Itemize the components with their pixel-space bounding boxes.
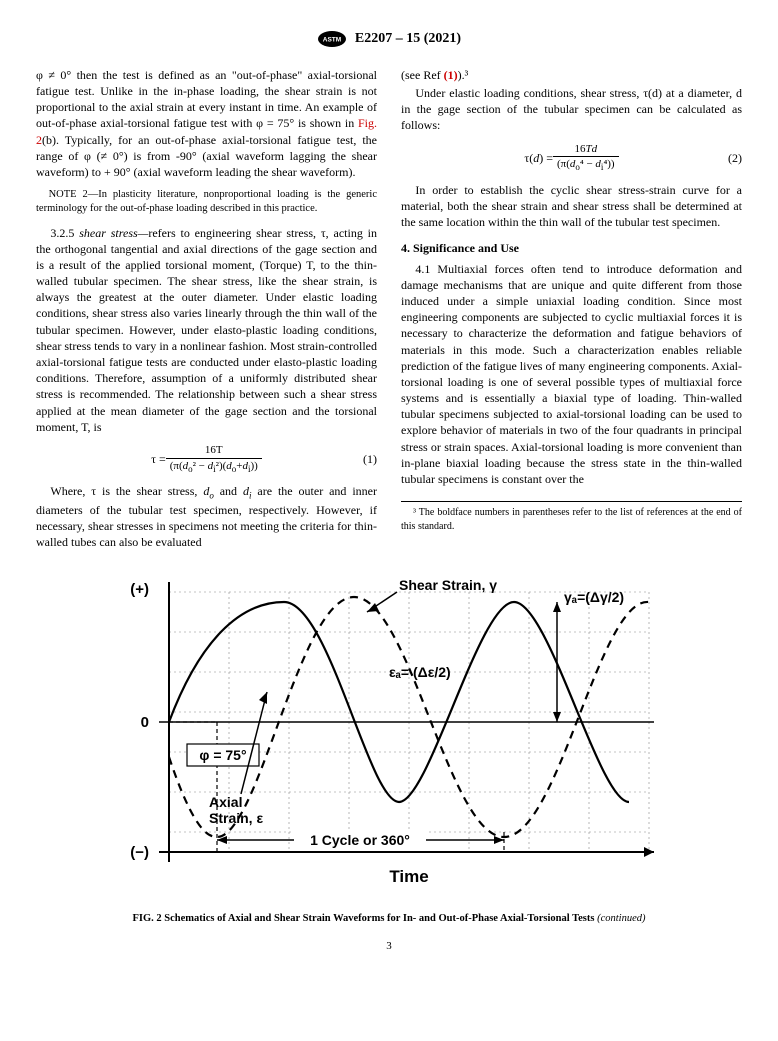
axis-minus: (−) <box>130 844 149 861</box>
eq-denominator: (π(do⁴ − di⁴)) <box>553 157 619 173</box>
ref-1-link[interactable]: (1) <box>444 68 458 82</box>
eq-number: (2) <box>728 150 742 166</box>
text-span: (see Ref <box>401 68 444 82</box>
two-column-body: φ ≠ 0° then the test is defined as an "o… <box>36 67 742 552</box>
eq-number: (1) <box>363 451 377 467</box>
cycle-label: 1 Cycle or 360° <box>310 832 410 848</box>
figure-2: (+) 0 (−) Shear Strain, γ γₐ=(Δγ/2) εₐ= … <box>36 572 742 926</box>
shear-strain-label: Shear Strain, γ <box>399 577 497 593</box>
paragraph-elastic: Under elastic loading conditions, shear … <box>401 85 742 134</box>
gamma-a-label: γₐ=(Δγ/2) <box>564 589 624 605</box>
svg-text:ASTM: ASTM <box>323 37 341 44</box>
eq-denominator: (π(do² − di²)(do+di)) <box>166 459 262 475</box>
equation-1: τ = 16T (π(do² − di²)(do+di)) (1) <box>36 443 377 475</box>
caption-continued: (continued) <box>597 913 645 924</box>
axial-label-2: Strain, ε <box>209 810 263 826</box>
astm-logo-icon: ASTM <box>317 30 347 48</box>
equation-2: τ(d) = 16Td (π(do⁴ − di⁴)) (2) <box>401 142 742 174</box>
axis-zero: 0 <box>141 714 149 731</box>
eq-numerator: 16T <box>166 443 262 459</box>
phi-label: φ = 75° <box>199 747 246 763</box>
paragraph-cyclic: In order to establish the cyclic shear s… <box>401 182 742 231</box>
text-span: (b). Typically, for an out-of-phase axia… <box>36 133 377 179</box>
eq-prefix: τ = <box>151 451 166 467</box>
right-column: (see Ref (1)).³ Under elastic loading co… <box>401 67 742 552</box>
footnote-3: ³ The boldface numbers in parentheses re… <box>401 501 742 533</box>
eq-prefix: τ(d) = <box>524 150 553 166</box>
axial-label-1: Axial <box>209 794 242 810</box>
designation: E2207 – 15 (2021) <box>355 30 461 49</box>
text-span: φ ≠ 0° then the test is defined as an "o… <box>36 68 377 131</box>
eq-numerator: 16Td <box>553 142 619 158</box>
figure-caption: FIG. 2 Schematics of Axial and Shear Str… <box>36 912 742 926</box>
clause-number: 3.2.5 <box>50 226 79 240</box>
term-shear-stress: shear stress— <box>79 226 148 240</box>
paragraph-see-ref: (see Ref (1)).³ <box>401 67 742 83</box>
left-column: φ ≠ 0° then the test is defined as an "o… <box>36 67 377 552</box>
document-header: ASTM E2207 – 15 (2021) <box>36 30 742 49</box>
x-axis-label: Time <box>389 867 428 886</box>
page-number: 3 <box>36 939 742 954</box>
caption-text: FIG. 2 Schematics of Axial and Shear Str… <box>133 913 598 924</box>
text-span: ).³ <box>458 68 469 82</box>
paragraph-where: Where, τ is the shear stress, do and di … <box>36 483 377 550</box>
axis-plus: (+) <box>130 581 149 598</box>
paragraph-325: 3.2.5 shear stress—refers to engineering… <box>36 225 377 435</box>
text-span: refers to engineering shear stress, τ, a… <box>36 226 377 434</box>
paragraph-out-of-phase: φ ≠ 0° then the test is defined as an "o… <box>36 67 377 180</box>
section-4-heading: 4. Significance and Use <box>401 240 742 256</box>
eps-a-label: εₐ= (Δε/2) <box>389 664 451 680</box>
waveform-chart: (+) 0 (−) Shear Strain, γ γₐ=(Δγ/2) εₐ= … <box>109 572 669 902</box>
note-2: NOTE 2—In plasticity literature, nonprop… <box>36 188 377 216</box>
paragraph-41: 4.1 Multiaxial forces often tend to intr… <box>401 261 742 488</box>
